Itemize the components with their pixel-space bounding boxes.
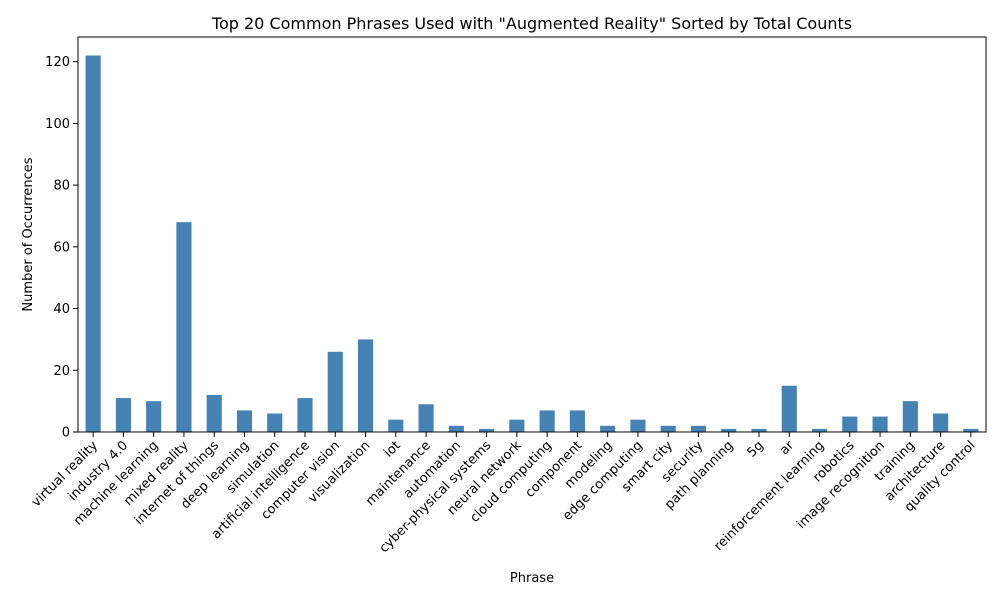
y-tick-label: 40 <box>53 302 70 317</box>
bar-edge-computing <box>630 419 646 432</box>
bar-image-recognition <box>872 416 888 432</box>
y-axis-label: Number of Occurrences <box>21 157 36 311</box>
bar-mixed-reality <box>176 222 192 432</box>
bar-industry-4-0 <box>115 398 131 432</box>
plot-frame <box>77 36 987 433</box>
y-tick-label: 80 <box>53 179 70 194</box>
bar-maintenance <box>418 404 434 432</box>
bar-cyber-physical-systems <box>479 428 495 432</box>
bar-iot <box>388 419 404 432</box>
bar-component <box>569 410 585 432</box>
bar-neural-network <box>509 419 525 432</box>
x-tick-label: 5g <box>745 438 767 460</box>
bar-visualization <box>357 339 374 432</box>
bar-deep-learning <box>236 410 253 432</box>
bar-ar <box>781 385 797 432</box>
y-tick-label: 20 <box>53 364 70 379</box>
bar-training <box>902 401 918 432</box>
bar-architecture <box>933 413 949 432</box>
bar-5g <box>751 428 767 432</box>
bar-internet-of-things <box>206 394 222 432</box>
y-tick-label: 100 <box>45 117 70 132</box>
y-tick-label: 0 <box>62 426 70 441</box>
bar-robotics <box>842 416 858 432</box>
bar-automation <box>448 425 464 432</box>
bar-computer-vision <box>327 351 343 432</box>
bar-machine-learning <box>146 401 162 432</box>
x-axis-label: Phrase <box>510 571 554 586</box>
bar-artificial-intelligence <box>297 398 313 432</box>
bar-security <box>690 425 707 432</box>
bar-cloud-computing <box>539 410 555 432</box>
x-tick-label: iot <box>381 438 403 460</box>
bar-simulation <box>267 413 283 432</box>
bars-group <box>85 55 979 432</box>
bar-reinforcement-learning <box>811 428 828 432</box>
y-tick-label: 60 <box>53 240 70 255</box>
chart-title: Top 20 Common Phrases Used with "Augment… <box>211 14 852 33</box>
y-axis: 0 20 40 60 80 100 120 <box>45 55 78 441</box>
bar-quality-control <box>963 428 979 432</box>
x-tick-label: ar <box>777 438 797 458</box>
y-tick-label: 120 <box>45 55 70 70</box>
bar-modeling <box>600 425 616 432</box>
bar-virtual-reality <box>85 55 101 432</box>
bar-smart-city <box>660 425 676 432</box>
bar-path-planning <box>721 428 737 432</box>
